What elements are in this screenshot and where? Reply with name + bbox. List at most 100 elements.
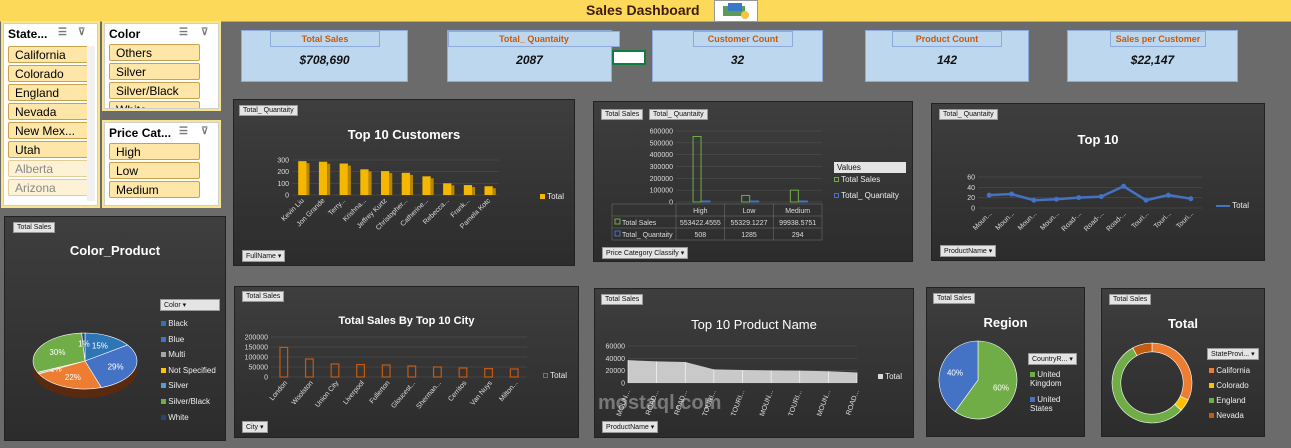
price-category-slicer[interactable]: Price Cat... ☰ ⊽ High Low Medium bbox=[104, 122, 219, 206]
top10-products-line-panel[interactable]: Total_ Quantaity Top 10 0 20 40 60 Moun... Mo… bbox=[931, 103, 1265, 261]
multi-select-icon[interactable]: ☰ bbox=[58, 27, 67, 38]
slicer-item-silver-black[interactable]: Silver/Black bbox=[109, 82, 200, 99]
bar bbox=[360, 169, 369, 195]
data-table-cell: 553422.4555 bbox=[680, 220, 721, 227]
kpi-total-sales: Total Sales $708,690 bbox=[241, 30, 408, 82]
bar bbox=[339, 163, 348, 195]
legend-label: Silver/Black bbox=[168, 396, 211, 406]
filter-dropdown[interactable]: ProductName ▾ bbox=[602, 421, 659, 433]
logo-graphic bbox=[723, 3, 749, 19]
total-donut-panel[interactable]: Total Sales Total StateProvi... ▾ Califo… bbox=[1101, 288, 1265, 437]
legend-label: Total bbox=[1232, 201, 1249, 210]
chart-legend: United Kingdom United States bbox=[1030, 370, 1084, 413]
field-tag[interactable]: Total Sales bbox=[242, 291, 285, 302]
price-category-chart: 0 100000 200000 300000 400000 500000 600000 Hig… bbox=[611, 129, 823, 241]
legend-item: Blue bbox=[161, 332, 216, 348]
legend-label: United States bbox=[1030, 395, 1061, 413]
x-tick-label: TOURI... bbox=[730, 389, 746, 417]
filter-dropdown[interactable]: City ▾ bbox=[242, 421, 268, 433]
field-tag[interactable]: Total Sales bbox=[601, 294, 644, 305]
data-label: 1% bbox=[78, 340, 90, 349]
data-point bbox=[1053, 196, 1059, 202]
slicer-item-white[interactable]: White bbox=[109, 101, 200, 108]
x-tick-label: Union City bbox=[314, 379, 340, 409]
legend-item: United States bbox=[1030, 395, 1084, 413]
slicer-item-high[interactable]: High bbox=[109, 143, 200, 160]
top-city-panel[interactable]: Total Sales Total Sales By Top 10 City 0… bbox=[234, 286, 579, 438]
legend-filter-dropdown[interactable]: CountryR... ▾ bbox=[1028, 353, 1077, 365]
y-tick-label: 300 bbox=[277, 158, 289, 165]
slicer-item-utah[interactable]: Utah bbox=[8, 141, 92, 158]
bar bbox=[318, 161, 328, 195]
legend-swatch bbox=[1209, 398, 1214, 403]
data-label: 60% bbox=[993, 383, 1009, 392]
filter-dropdown[interactable]: Price Category Classify ▾ bbox=[602, 247, 689, 259]
legend-swatch bbox=[161, 352, 166, 358]
state-slicer[interactable]: State... ☰ ⊽ California Colorado England… bbox=[3, 23, 98, 206]
top-customers-panel[interactable]: Total_ Quantaity Top 10 Customers 0 100 20… bbox=[233, 99, 575, 266]
clear-filter-icon[interactable]: ⊽ bbox=[201, 27, 209, 38]
clear-filter-icon[interactable]: ⊽ bbox=[78, 27, 86, 38]
slicer-item-silver[interactable]: Silver bbox=[109, 63, 200, 80]
y-tick-label: 60000 bbox=[606, 344, 626, 351]
x-tick-label: Moun... bbox=[972, 210, 993, 231]
slicer-item-low[interactable]: Low bbox=[109, 162, 200, 179]
slicer-item-nevada[interactable]: Nevada bbox=[8, 103, 92, 120]
y-tick-label: 50000 bbox=[249, 365, 269, 372]
clear-filter-icon[interactable]: ⊽ bbox=[201, 126, 209, 137]
color-slicer[interactable]: Color ☰ ⊽ Others Silver Silver/Black Whi… bbox=[104, 23, 219, 109]
cell-selection-box[interactable] bbox=[612, 50, 646, 65]
data-table-cell: 294 bbox=[792, 232, 804, 239]
filter-dropdown[interactable]: FullName ▾ bbox=[242, 250, 286, 262]
filter-label: City bbox=[246, 424, 259, 431]
legend-swatch bbox=[834, 193, 839, 198]
filter-dropdown[interactable]: ProductName ▾ bbox=[940, 245, 997, 257]
legend-item: California bbox=[1209, 363, 1250, 378]
legend-swatch bbox=[1209, 413, 1214, 418]
field-tag[interactable]: Total_ Quantaity bbox=[239, 105, 298, 116]
x-tick-label: London bbox=[269, 380, 289, 402]
chart-title: Color_Product bbox=[69, 243, 161, 258]
slicer-item-colorado[interactable]: Colorado bbox=[8, 65, 92, 82]
multi-select-icon[interactable]: ☰ bbox=[179, 27, 188, 38]
field-tag[interactable]: Total Sales bbox=[933, 293, 976, 304]
slicer-item-medium[interactable]: Medium bbox=[109, 181, 200, 198]
legend-swatch bbox=[161, 398, 166, 404]
data-label: 30% bbox=[49, 348, 65, 357]
slicer-item-england[interactable]: England bbox=[8, 84, 92, 101]
field-tag[interactable]: Total_ Quantaity bbox=[939, 109, 998, 120]
legend-filter-dropdown[interactable]: StateProvi... ▾ bbox=[1207, 348, 1259, 360]
legend-filter-dropdown[interactable]: Color ▾ bbox=[160, 299, 220, 311]
chart-title: Total bbox=[1167, 316, 1199, 331]
y-tick-label: 0 bbox=[669, 200, 673, 207]
x-tick-label: Fullerton bbox=[369, 380, 392, 405]
multi-select-icon[interactable]: ☰ bbox=[179, 126, 188, 137]
pie-slice bbox=[32, 332, 86, 373]
slicer-item-california[interactable]: California bbox=[8, 46, 92, 63]
color-product-panel[interactable]: Total Sales Color_Product 15% 29% 22% 1% 30%… bbox=[4, 216, 226, 441]
field-tag[interactable]: Total Sales bbox=[13, 222, 56, 233]
slicer-item-alberta[interactable]: Alberta bbox=[8, 160, 92, 177]
field-tag[interactable]: Total Sales bbox=[1109, 294, 1152, 305]
x-tick-label: TOURI... bbox=[788, 389, 804, 417]
price-category-panel[interactable]: Total Sales Total_ Quantaity 0 100000 2000… bbox=[593, 101, 913, 262]
total-donut-chart bbox=[1111, 342, 1193, 424]
y-tick-label: 20000 bbox=[606, 368, 626, 375]
legend-title: Values bbox=[834, 162, 906, 173]
x-tick-label: Touri... bbox=[1131, 210, 1151, 230]
slicer-item-arizona[interactable]: Arizona bbox=[8, 179, 92, 196]
slicer-item-others[interactable]: Others bbox=[109, 44, 200, 61]
kpi-value: $708,690 bbox=[299, 53, 350, 67]
slicer-item-new-mexico[interactable]: New Mex... bbox=[8, 122, 92, 139]
field-tag[interactable]: Total Sales bbox=[601, 109, 644, 120]
data-table-swatch bbox=[614, 218, 621, 225]
slicer-scrollbar[interactable] bbox=[87, 46, 95, 201]
top-product-name-panel[interactable]: Total Sales Top 10 Product Name 0 20000 40… bbox=[594, 288, 914, 438]
data-point bbox=[1121, 183, 1127, 189]
bar bbox=[509, 368, 519, 378]
region-panel[interactable]: Total Sales Region 60% 40% CountryR... ▾ … bbox=[926, 287, 1085, 437]
chart-title: Top 10 Customers bbox=[347, 127, 461, 142]
filter-label: ProductName bbox=[944, 248, 987, 255]
field-tag[interactable]: Total_ Quantaity bbox=[649, 109, 708, 120]
data-label: 22% bbox=[65, 373, 81, 382]
